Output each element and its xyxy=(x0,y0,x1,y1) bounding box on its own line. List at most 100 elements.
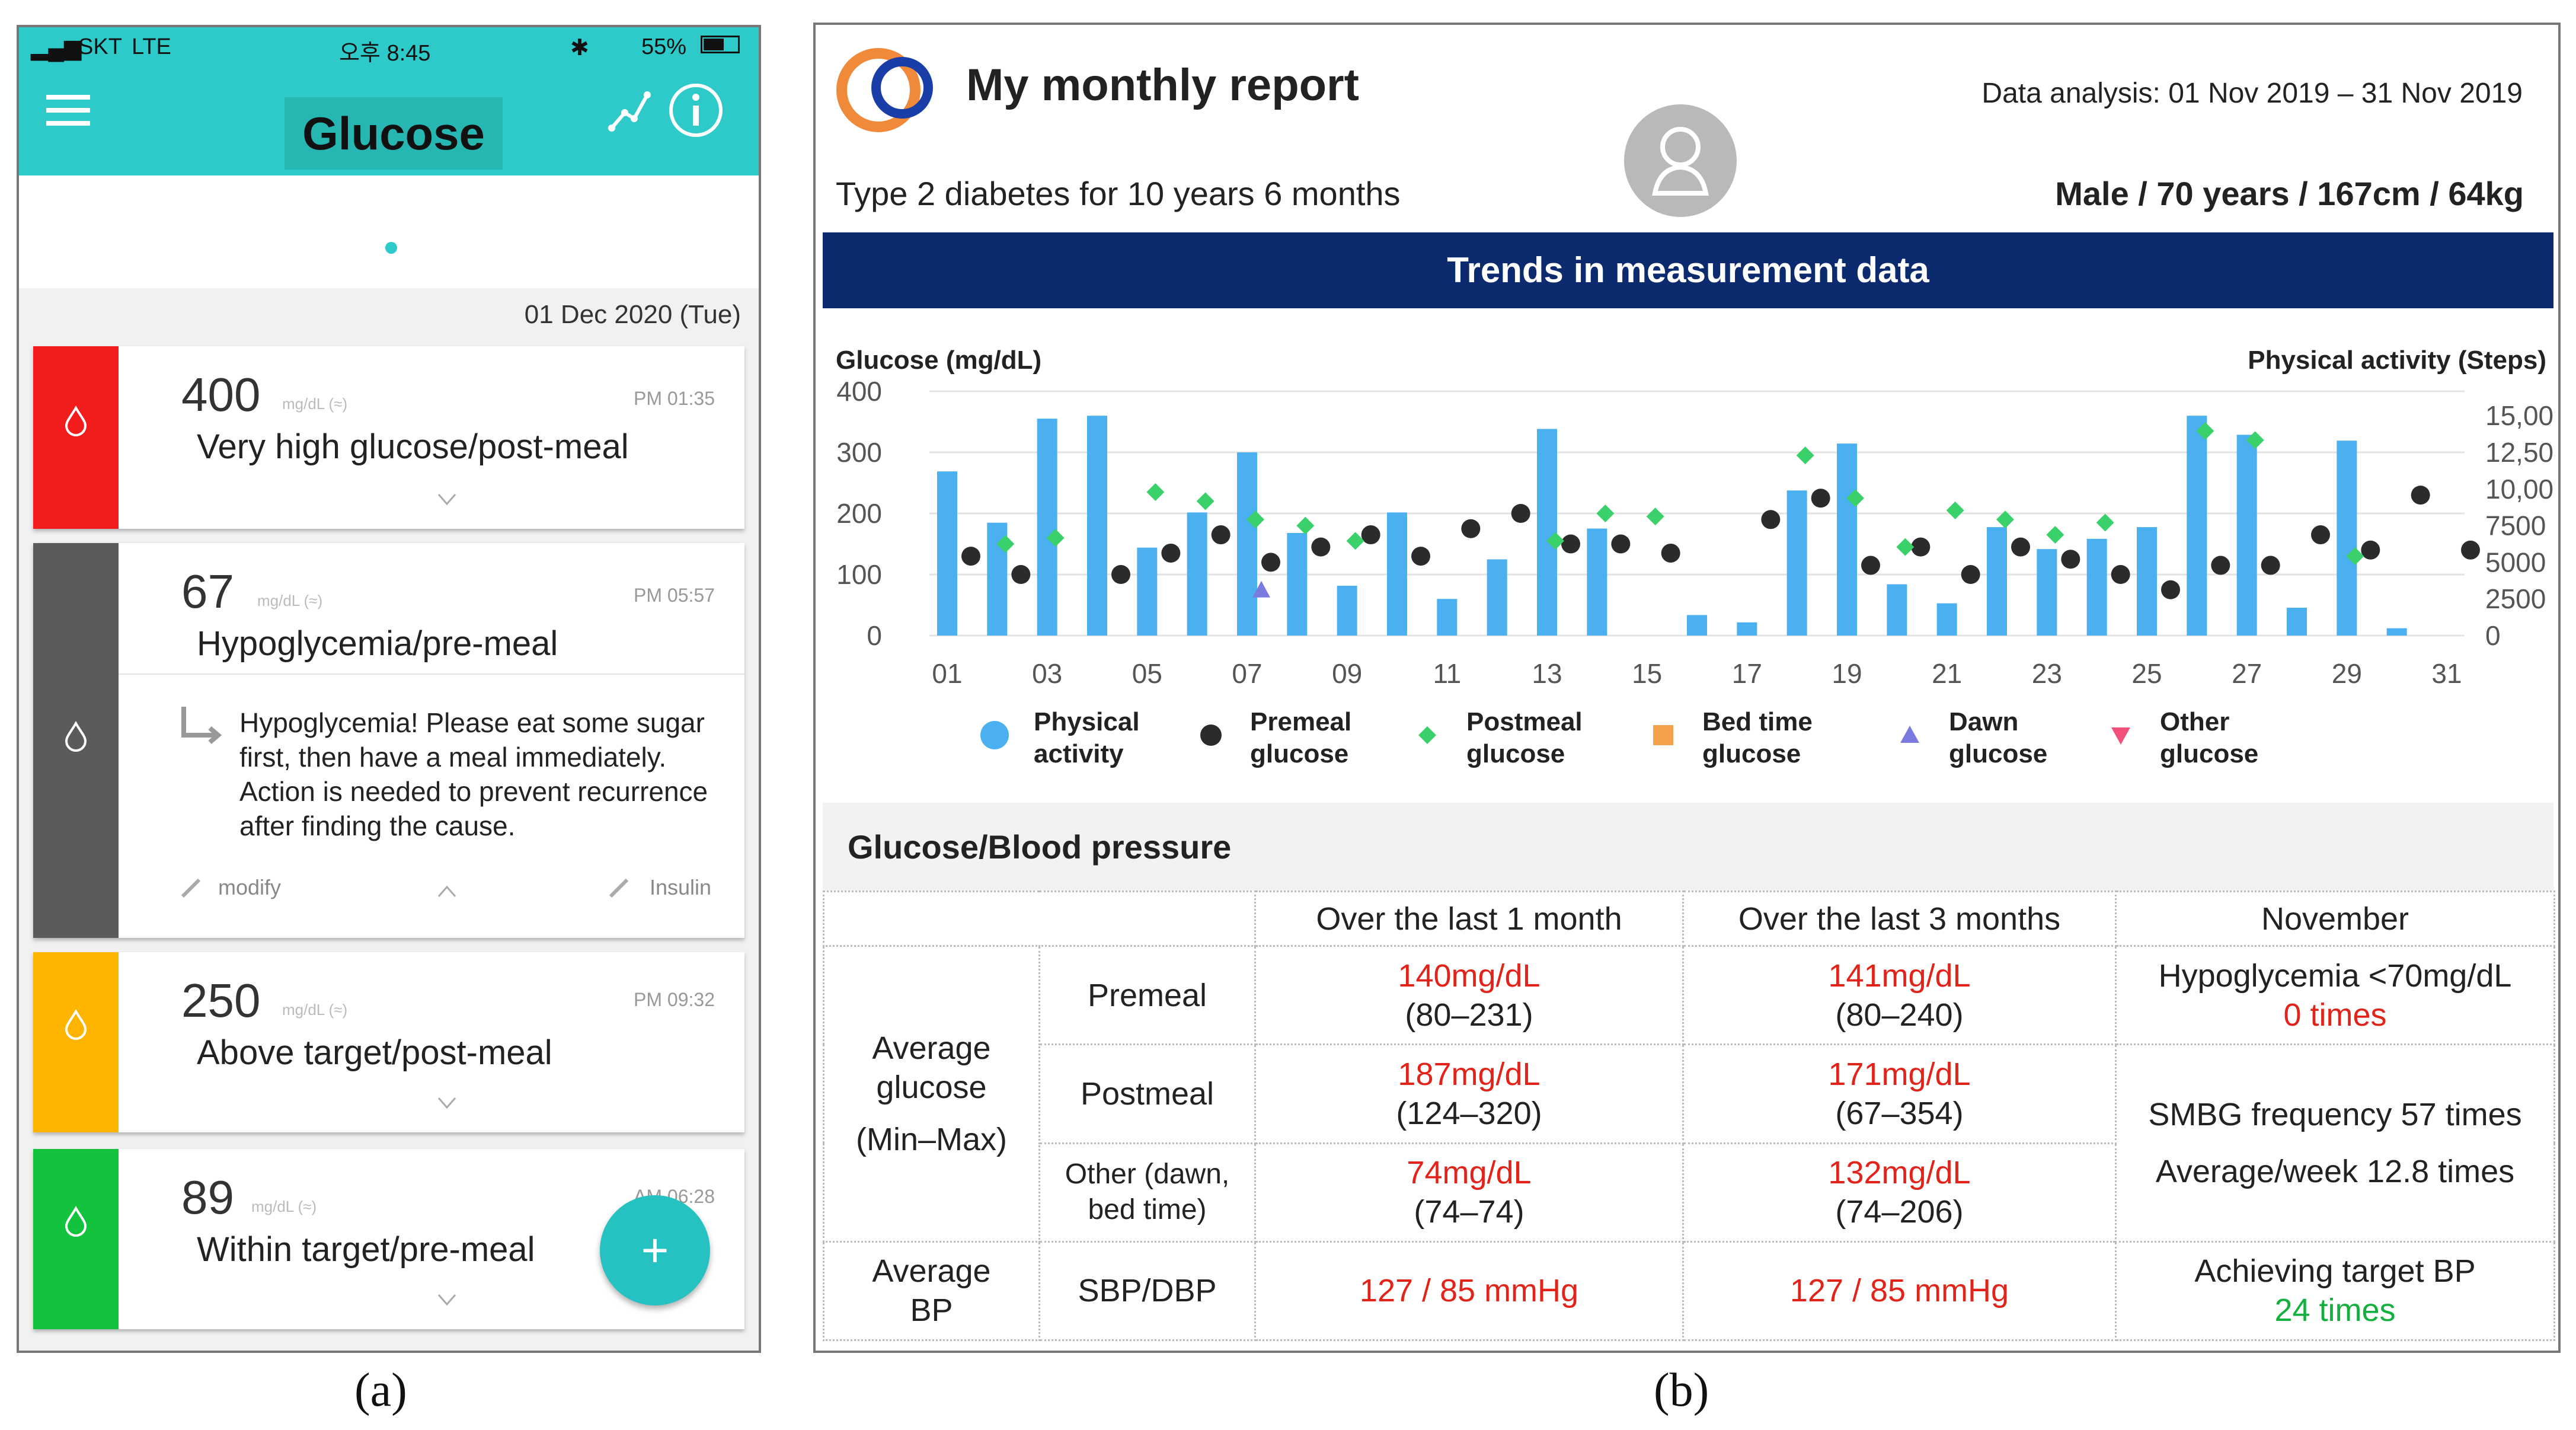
activity-bar xyxy=(2287,608,2307,636)
activity-bar xyxy=(1187,512,1207,636)
premeal-point xyxy=(2261,556,2280,575)
postmeal-point xyxy=(2046,526,2064,544)
glucose-unit: mg/dL (≈) xyxy=(251,1198,317,1215)
user-icon xyxy=(1652,127,1709,196)
postmeal-point xyxy=(1346,532,1364,550)
activity-bar xyxy=(1437,599,1458,636)
activity-bar xyxy=(1087,416,1107,636)
glucose-entry-card[interactable]: 89 mg/dL (≈) AM 06:28 Within target/pre-… xyxy=(33,1149,744,1329)
legend-label: Postmeal xyxy=(1466,707,1583,736)
legend-label: glucose xyxy=(1949,739,2047,768)
glucose-unit: mg/dL (≈) xyxy=(282,395,348,413)
activity-bar xyxy=(2137,527,2157,636)
col-header: November xyxy=(2115,890,2555,947)
row-label: SBP/DBP xyxy=(1038,1240,1256,1342)
y2-tick-label: 0 xyxy=(2485,620,2501,651)
signal-icon: ▂▄▆ xyxy=(31,36,82,60)
premeal-point xyxy=(2461,540,2480,560)
carrier-label: SKT xyxy=(78,34,122,59)
chevron-down-icon[interactable] xyxy=(436,489,458,510)
app-header: Glucose xyxy=(19,69,759,175)
activity-bar xyxy=(1936,603,1957,636)
caption-b: (b) xyxy=(1654,1364,1709,1416)
glucose-entry-card[interactable]: 67 mg/dL (≈) PM 05:57 Hypoglycemia/pre-m… xyxy=(33,543,744,938)
table-cell: 74mg/dL (74–74) xyxy=(1254,1142,1684,1243)
info-icon[interactable] xyxy=(666,81,726,140)
status-stripe xyxy=(33,952,119,1132)
legend-marker xyxy=(1653,725,1673,745)
advice-text: Hypoglycemia! Please eat some sugar firs… xyxy=(239,707,708,841)
entry-time: PM 09:32 xyxy=(634,989,715,1010)
postmeal-point xyxy=(1146,483,1165,501)
diabetes-duration: Type 2 diabetes for 10 years 6 months xyxy=(836,175,1401,212)
chevron-down-icon[interactable] xyxy=(436,1092,458,1113)
trend-chart-icon[interactable] xyxy=(606,87,653,134)
glucose-status-label: Above target/post-meal xyxy=(197,1033,552,1072)
y-tick-label: 200 xyxy=(836,498,882,529)
glucose-entry-card[interactable]: 250 mg/dL (≈) PM 09:32 Above target/post… xyxy=(33,952,744,1132)
x-tick-label: 31 xyxy=(2431,658,2462,689)
divider xyxy=(119,673,744,675)
menu-icon[interactable] xyxy=(46,92,90,128)
y-tick-label: 0 xyxy=(867,620,882,651)
glucose-unit: mg/dL (≈) xyxy=(282,1001,348,1019)
col-header: Over the last 1 month xyxy=(1254,890,1684,947)
table-cell: 140mg/dL (80–231) xyxy=(1254,945,1684,1046)
activity-bar xyxy=(1837,443,1857,636)
pager xyxy=(19,175,759,288)
premeal-point xyxy=(1311,537,1331,557)
legend-marker xyxy=(1418,726,1436,744)
table-corner xyxy=(823,890,1256,947)
y-tick-label: 400 xyxy=(836,376,882,407)
legend-marker xyxy=(980,721,1009,749)
glucose-status-label: Within target/pre-meal xyxy=(197,1230,535,1269)
premeal-point xyxy=(2211,556,2230,575)
postmeal-point xyxy=(2096,513,2114,532)
postmeal-point xyxy=(1196,492,1215,510)
x-tick-label: 13 xyxy=(1532,658,1562,689)
insulin-button[interactable]: Insulin xyxy=(650,875,712,899)
patient-profile: Male / 70 years / 167cm / 64kg xyxy=(2055,175,2524,212)
activity-bar xyxy=(2037,549,2057,636)
row-label: Other (dawn, bed time) xyxy=(1038,1142,1256,1243)
glucose-value: 89 xyxy=(181,1171,234,1224)
y2-tick-label: 5000 xyxy=(2485,547,2546,577)
premeal-point xyxy=(1411,547,1430,566)
premeal-point xyxy=(1161,543,1181,563)
x-tick-label: 03 xyxy=(1032,658,1062,689)
premeal-point xyxy=(2361,540,2380,560)
add-entry-button[interactable]: + xyxy=(600,1195,710,1305)
activity-bar xyxy=(1037,419,1057,636)
drop-icon xyxy=(65,721,87,752)
x-tick-label: 15 xyxy=(1632,658,1662,689)
chevron-up-icon[interactable] xyxy=(436,881,458,902)
x-tick-label: 27 xyxy=(2232,658,2262,689)
activity-bar xyxy=(1137,547,1158,636)
status-stripe xyxy=(33,543,119,938)
postmeal-point xyxy=(1296,516,1315,535)
legend-label: glucose xyxy=(1466,739,1565,768)
premeal-point xyxy=(2011,537,2030,557)
status-bar: ▂▄▆ SKT LTE 오후 8:45 ✱ 55% xyxy=(19,27,759,69)
phone-screen: ▂▄▆ SKT LTE 오후 8:45 ✱ 55% Glucose 01 Dec… xyxy=(17,25,761,1353)
glucose-entry-card[interactable]: 400 mg/dL (≈) PM 01:35 Very high glucose… xyxy=(33,346,744,529)
premeal-point xyxy=(1611,534,1631,554)
glucose-status-label: Very high glucose/post-meal xyxy=(197,427,629,466)
glucose-unit: mg/dL (≈) xyxy=(257,592,323,609)
y-tick-label: 100 xyxy=(836,559,882,590)
activity-bar xyxy=(1587,528,1607,636)
x-tick-label: 29 xyxy=(2332,658,2362,689)
y-axis-label: Glucose (mg/dL) xyxy=(836,346,1041,375)
chevron-down-icon[interactable] xyxy=(436,1289,458,1310)
premeal-point xyxy=(1011,565,1031,584)
postmeal-point xyxy=(1247,510,1264,529)
caption-a: (a) xyxy=(354,1364,407,1416)
activity-bar xyxy=(1687,615,1707,636)
glucose-value: 250 xyxy=(181,974,261,1027)
premeal-point xyxy=(2161,580,2180,599)
report-title: My monthly report xyxy=(966,60,1359,110)
reply-arrow-icon xyxy=(181,707,222,745)
x-tick-label: 17 xyxy=(1732,658,1762,689)
x-tick-label: 05 xyxy=(1132,658,1162,689)
modify-button[interactable]: modify xyxy=(218,875,282,899)
